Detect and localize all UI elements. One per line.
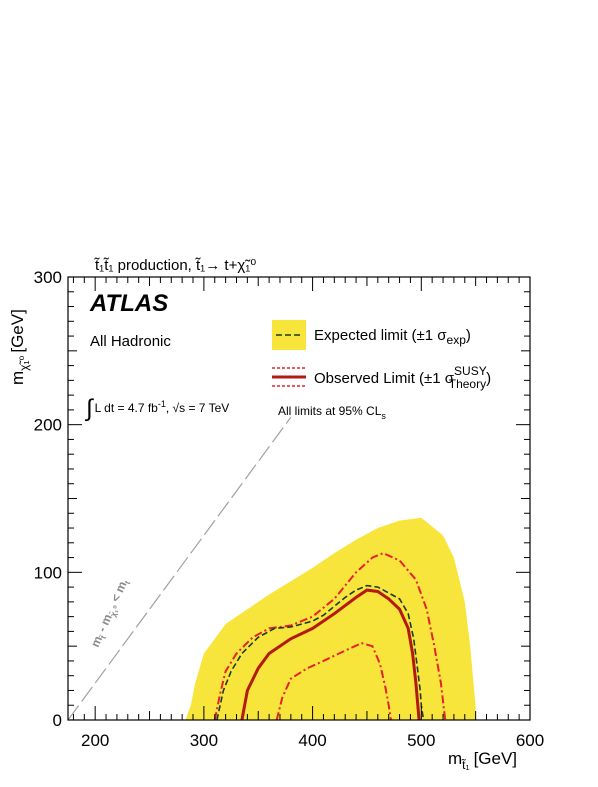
y-tick-label: 200 [34, 416, 62, 435]
x-tick-label: 400 [298, 731, 326, 750]
chart-title: t̃₁t̃₁ production, t̃₁→ t+χ̃₁⁰ [93, 257, 256, 274]
diagonal-label: mt̃ - mχ̃₁⁰ < mt [88, 576, 132, 650]
svg-text:mχ̃₁⁰[GeV]: mχ̃₁⁰[GeV] [8, 309, 31, 385]
legend-observed-label: Observed Limit (±1 σSUSY Theory) [314, 364, 491, 391]
observed-theory-down-line [275, 642, 392, 720]
y-tick-label: 300 [34, 268, 62, 287]
channel-label: All Hadronic [90, 333, 171, 350]
x-tick-label: 300 [190, 731, 218, 750]
legend-expected-label: Expected limit (±1 σexp) [314, 327, 471, 347]
y-tick-label: 100 [34, 563, 62, 582]
x-tick-label: 200 [81, 731, 109, 750]
legend: Expected limit (±1 σexp) Observed Limit … [272, 320, 491, 391]
svg-text:mt̃ - mχ̃₁⁰ < mt: mt̃ - mχ̃₁⁰ < mt [88, 576, 132, 650]
expected-limit-band [185, 517, 476, 720]
lumi-label: ∫ L dt = 4.7 fb-1, √s = 7 TeV [84, 395, 229, 422]
axis-ticks: 200 300 400 500 600 0 100 200 300 [34, 268, 545, 750]
y-axis-label: mχ̃₁⁰[GeV] [8, 309, 31, 385]
observed-theory-up-line [213, 552, 447, 720]
x-tick-label: 500 [407, 731, 435, 750]
atlas-label: ATLAS [89, 290, 168, 317]
cls-label: All limits at 95% CLs [278, 404, 386, 421]
expected-limit-line [216, 584, 425, 720]
x-tick-label: 600 [516, 731, 544, 750]
kinematic-diagonal-line [68, 416, 292, 720]
y-tick-label: 0 [53, 711, 62, 730]
x-axis-label: mt̃₁ [GeV] [448, 749, 517, 772]
observed-limit-line [240, 588, 421, 720]
